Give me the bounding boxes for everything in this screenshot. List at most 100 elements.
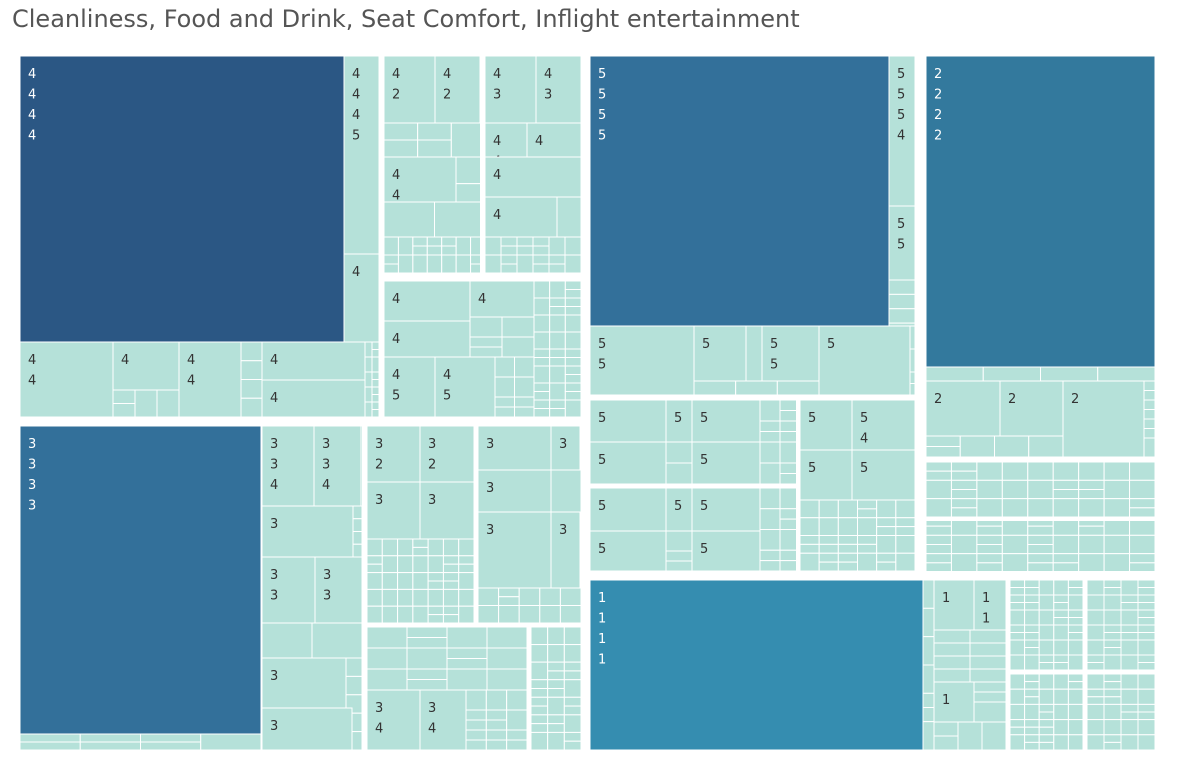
treemap-cell xyxy=(533,408,551,418)
treemap-cell xyxy=(895,552,916,572)
treemap-cell xyxy=(518,605,541,624)
treemap-cell xyxy=(364,356,373,373)
treemap-cell xyxy=(925,461,952,472)
treemap-cell xyxy=(1038,654,1055,663)
treemap-cell xyxy=(759,462,781,485)
cell-label: 4 xyxy=(443,67,451,82)
treemap-cell xyxy=(1009,587,1026,596)
group-divider xyxy=(384,273,581,281)
treemap-cell xyxy=(550,425,581,471)
treemap-cell xyxy=(549,399,566,409)
treemap-cell xyxy=(1024,741,1040,751)
treemap-cell xyxy=(950,534,978,555)
cell-label: 3 xyxy=(428,493,436,508)
treemap-cell xyxy=(1129,461,1156,481)
treemap-cell xyxy=(564,365,582,375)
treemap-cell xyxy=(589,441,667,485)
treemap-cell xyxy=(665,441,693,464)
treemap-cell xyxy=(925,544,952,555)
treemap-cell xyxy=(922,664,935,694)
treemap-cell xyxy=(909,383,916,396)
treemap-cell xyxy=(1103,681,1122,690)
treemap-cell xyxy=(506,709,528,731)
treemap-cell xyxy=(366,425,421,483)
treemap-cell xyxy=(1067,594,1084,611)
treemap-cell xyxy=(1137,688,1156,705)
treemap-cell xyxy=(412,245,428,256)
cell-label: 4 xyxy=(352,88,360,103)
treemap-cell xyxy=(1038,639,1055,656)
treemap-cell xyxy=(494,376,515,398)
treemap-cell xyxy=(1053,609,1069,618)
cell-label: 3 xyxy=(428,437,436,452)
cell-label: 2 xyxy=(934,392,942,407)
cell-label: 1 xyxy=(982,591,990,606)
cell-label: 5 xyxy=(808,461,816,476)
treemap-cell xyxy=(397,254,414,274)
treemap-cell xyxy=(485,709,508,721)
treemap-cell xyxy=(969,655,1007,670)
treemap-cell xyxy=(446,626,488,649)
treemap-cell xyxy=(922,607,935,638)
treemap-cell xyxy=(1009,639,1026,656)
treemap-cell xyxy=(477,469,552,513)
treemap-cell xyxy=(973,681,1007,693)
treemap-cell xyxy=(922,579,935,609)
treemap-cell xyxy=(1053,639,1069,656)
treemap-cell xyxy=(530,731,549,751)
group-divider xyxy=(527,627,531,750)
treemap-cell xyxy=(665,560,693,572)
treemap-cell xyxy=(1067,719,1084,736)
group-divider xyxy=(590,571,1155,580)
treemap-cell xyxy=(857,508,878,519)
cell-label: 3 xyxy=(270,517,278,532)
cell-label: 3 xyxy=(559,437,567,452)
group-divider xyxy=(20,417,581,426)
treemap-cell xyxy=(530,696,549,707)
treemap-cell xyxy=(345,657,363,677)
treemap-cell xyxy=(240,379,263,399)
treemap-cell xyxy=(818,543,839,554)
treemap-cell xyxy=(1038,688,1055,705)
group-divider xyxy=(379,56,384,417)
cell-label: 3 xyxy=(270,589,278,604)
treemap-cell xyxy=(498,596,520,606)
treemap-cell xyxy=(458,563,475,574)
treemap-cell xyxy=(693,325,747,382)
cell-label: 3 xyxy=(322,458,330,473)
treemap-cell xyxy=(1053,703,1069,721)
treemap-cell xyxy=(1137,587,1156,596)
treemap-cell xyxy=(364,341,373,358)
treemap-cell xyxy=(1009,579,1026,588)
treemap-cell xyxy=(857,517,878,536)
treemap-cell xyxy=(1024,654,1040,671)
cell-label: 4 xyxy=(322,478,330,493)
treemap-cell xyxy=(442,580,460,590)
cell-label: 5 xyxy=(392,389,400,404)
treemap-cell xyxy=(969,668,1007,683)
treemap-cell xyxy=(498,605,520,624)
treemap-cell xyxy=(799,552,820,572)
treemap-cell xyxy=(366,647,408,670)
cell-label: 5 xyxy=(598,542,606,557)
treemap-cell xyxy=(397,555,414,574)
treemap-cell xyxy=(1038,703,1055,713)
treemap-cell xyxy=(486,647,528,670)
treemap-cell xyxy=(837,499,858,519)
group-divider xyxy=(926,457,1155,462)
treemap-cell xyxy=(959,435,995,458)
treemap-cell xyxy=(1137,617,1156,626)
treemap-cell xyxy=(533,357,551,367)
group-divider xyxy=(590,484,800,488)
treemap-cell xyxy=(925,498,952,518)
treemap-cell xyxy=(366,626,408,649)
treemap-cell xyxy=(799,543,820,554)
treemap-cell xyxy=(549,348,566,358)
treemap-cell xyxy=(925,380,1001,437)
treemap-cell xyxy=(776,380,820,396)
treemap-cell xyxy=(1053,579,1069,596)
cell-label: 2 xyxy=(934,88,942,103)
treemap-cell xyxy=(876,561,897,572)
treemap-cell xyxy=(1038,734,1055,743)
treemap-cell xyxy=(1024,726,1040,736)
